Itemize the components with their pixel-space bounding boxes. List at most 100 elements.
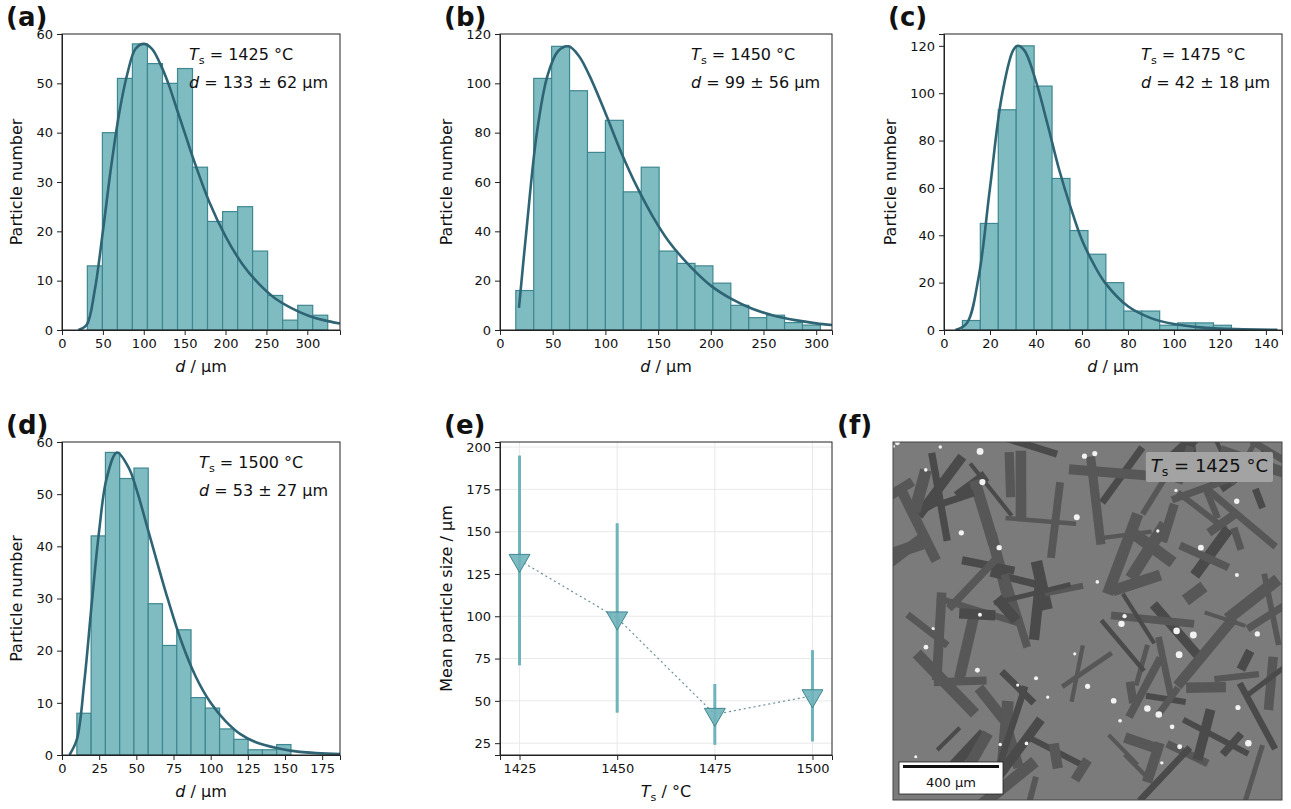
micrograph-inclusion xyxy=(999,743,1002,746)
plot-frame xyxy=(500,442,832,755)
histogram-bar xyxy=(516,291,534,330)
tick-mark xyxy=(57,330,62,331)
micrograph-inclusion xyxy=(977,448,984,455)
tick-label: 50 xyxy=(36,487,53,502)
tick: 0 xyxy=(58,755,66,776)
tick-mark xyxy=(763,330,764,335)
grid-line-y xyxy=(500,743,832,744)
panel-letter: (e) xyxy=(444,410,485,440)
tick-label: 50 xyxy=(474,694,491,709)
tick-mark xyxy=(57,34,62,35)
histogram-bar xyxy=(677,263,695,330)
tick-mark xyxy=(1036,330,1037,335)
histogram-bar xyxy=(220,729,234,755)
tick-label: 10 xyxy=(36,273,53,288)
tick-mark xyxy=(57,599,62,600)
data-point xyxy=(802,690,823,708)
tick-label: 0 xyxy=(45,748,53,763)
histogram-bar xyxy=(178,69,193,330)
grid-line-y xyxy=(500,447,832,448)
histogram-bar xyxy=(208,221,223,330)
tick-mark xyxy=(520,755,521,760)
tick-mark xyxy=(495,489,500,490)
x-axis-title-part: / μm xyxy=(650,357,691,376)
micrograph-inclusion xyxy=(1082,454,1087,459)
histogram-bar xyxy=(120,479,134,755)
x-axis-line xyxy=(63,756,341,761)
tick: 75 xyxy=(166,755,183,776)
annotation-part: = 1500 °C xyxy=(215,453,304,472)
y-axis-title: Particle number xyxy=(437,118,456,245)
annotation: d = 42 ± 18 μm xyxy=(1141,73,1270,92)
tick: 0 xyxy=(927,323,944,338)
y-axis-line xyxy=(495,35,501,331)
tick-label: 60 xyxy=(1074,336,1091,351)
tick-mark xyxy=(57,755,62,756)
micrograph-grain xyxy=(1111,611,1195,627)
tick: 120 xyxy=(1208,330,1233,351)
micrograph-inclusion xyxy=(996,545,1001,550)
x-axis: 050100150200250300 xyxy=(496,330,832,351)
tick-mark xyxy=(495,616,500,617)
annotation: Ts = 1475 °C xyxy=(1141,45,1245,67)
histogram-bar xyxy=(659,251,677,330)
x-axis-title: d / μm xyxy=(640,357,691,376)
tick-mark xyxy=(285,755,286,760)
tick: 1500 xyxy=(796,755,829,776)
micrograph-inclusion xyxy=(1025,742,1029,746)
micrograph-inclusion xyxy=(1034,676,1038,680)
histogram-bar xyxy=(749,318,767,330)
panel-4: 1425145014751500255075100125150175200Ts … xyxy=(437,440,832,804)
micrograph-grain xyxy=(1101,530,1152,541)
y-axis: 0102030405060 xyxy=(36,435,62,763)
histogram-bar xyxy=(148,604,162,755)
tick-label: 150 xyxy=(646,336,671,351)
micrograph-inclusion xyxy=(1174,489,1177,492)
tick-mark xyxy=(1174,330,1175,335)
y-axis: 020406080100120 xyxy=(466,27,500,338)
fit-curve xyxy=(78,44,340,330)
x-axis-title: d / μm xyxy=(175,782,226,801)
grid-line-y xyxy=(500,531,832,532)
histogram-bar xyxy=(1088,254,1106,330)
tick-label: 175 xyxy=(466,482,491,497)
panel-2: 020406080100120140020406080100120d / μmP… xyxy=(881,34,1282,376)
histogram-bar xyxy=(641,167,659,330)
tick-label: 125 xyxy=(466,567,491,582)
micrograph-grain xyxy=(1016,451,1027,518)
tick-label: 200 xyxy=(466,440,491,455)
image-frame xyxy=(893,442,1282,800)
micrograph-inclusion xyxy=(1144,705,1151,712)
tick-mark xyxy=(495,83,500,84)
micrograph-inclusion xyxy=(1170,725,1175,730)
micrograph-inclusion xyxy=(1016,683,1019,686)
micrograph-grain xyxy=(1071,757,1092,782)
tick: 60 xyxy=(918,181,944,196)
tick: 60 xyxy=(474,175,500,190)
tick: 40 xyxy=(36,125,62,140)
y-axis: 255075100125150175200 xyxy=(466,440,500,756)
micrograph-grain xyxy=(1186,682,1226,693)
tick-label: 100 xyxy=(1162,336,1187,351)
micrograph-grain xyxy=(946,555,1000,611)
histogram-bar xyxy=(132,44,147,330)
micrograph-grain xyxy=(1086,456,1105,545)
annotation: d = 99 ± 56 μm xyxy=(691,73,820,92)
tick-label: 0 xyxy=(496,336,504,351)
panel-letter: (d) xyxy=(6,410,48,440)
annotation-part: = 42 ± 18 μm xyxy=(1151,73,1270,92)
micrograph-grain xyxy=(1230,527,1244,551)
tick-mark xyxy=(495,574,500,575)
micrograph-inclusion xyxy=(1118,719,1122,723)
histogram-bar xyxy=(587,152,605,330)
tick: 40 xyxy=(918,228,944,243)
tick-mark xyxy=(57,182,62,183)
micrograph-grain xyxy=(1024,776,1039,800)
y-axis-title: Particle number xyxy=(881,118,900,245)
tick-label: 120 xyxy=(910,39,935,54)
tick: 1425 xyxy=(503,755,536,776)
micrograph-grain xyxy=(1111,570,1162,596)
histogram-bar xyxy=(147,64,162,330)
tick-label: 1500 xyxy=(796,761,829,776)
tick-mark xyxy=(939,46,944,47)
